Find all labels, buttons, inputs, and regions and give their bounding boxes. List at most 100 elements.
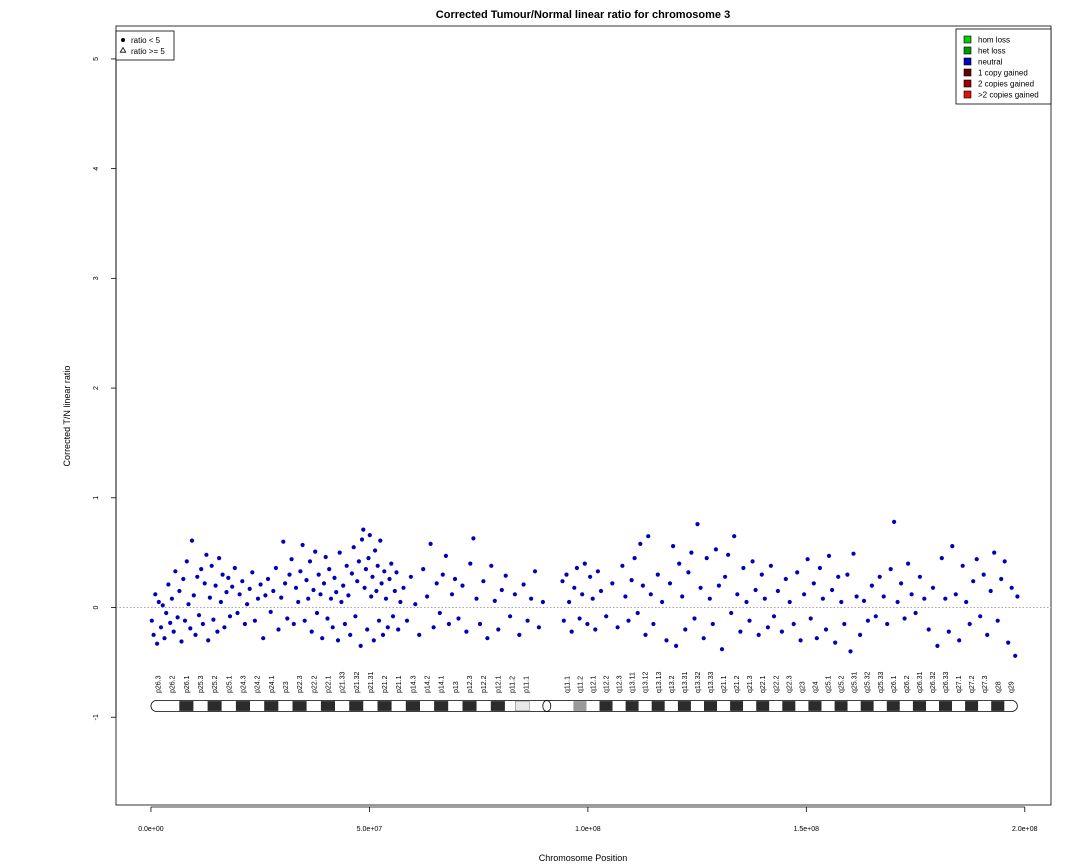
data-point <box>173 569 178 574</box>
cytoband-label: q21.1 <box>721 675 728 693</box>
data-point <box>877 574 882 579</box>
data-point <box>160 603 165 608</box>
data-point <box>595 569 601 574</box>
data-point <box>369 594 374 599</box>
data-point <box>805 557 810 562</box>
data-point <box>309 629 314 634</box>
cytoband-label: p14.3 <box>410 675 417 693</box>
data-point <box>759 572 764 577</box>
data-point <box>408 574 413 579</box>
data-point <box>158 625 164 630</box>
data-point <box>598 588 604 594</box>
cytoband-label: q26.1 <box>891 675 898 693</box>
data-point <box>318 592 323 597</box>
cytoband <box>490 701 505 711</box>
data-point <box>351 545 356 550</box>
data-point <box>355 579 360 584</box>
data-point <box>188 626 193 631</box>
data-point <box>339 599 344 605</box>
data-point <box>179 639 184 644</box>
cytoband-label: p25.3 <box>198 675 205 693</box>
data-point <box>481 579 486 584</box>
data-point <box>992 550 997 555</box>
data-point <box>899 581 904 586</box>
data-point <box>283 581 288 586</box>
data-point <box>692 616 697 621</box>
data-point <box>873 614 878 619</box>
data-point <box>689 550 694 555</box>
cytoband-label: p21.33 <box>340 671 347 693</box>
cytoband <box>677 701 691 711</box>
cytoband <box>434 701 449 711</box>
cytoband-label: p26.2 <box>170 675 177 693</box>
data-point <box>373 548 378 553</box>
data-point <box>738 629 743 634</box>
data-point <box>704 556 709 561</box>
data-point <box>240 579 245 584</box>
cytoband-label: p21.1 <box>396 675 403 693</box>
data-point <box>892 519 897 525</box>
shape-legend-label-0: ratio < 5 <box>131 36 161 45</box>
cytoband <box>405 701 420 711</box>
data-point <box>753 587 758 593</box>
data-point <box>930 585 936 590</box>
data-point <box>747 618 752 623</box>
data-point <box>298 569 303 574</box>
data-point <box>981 572 986 577</box>
cytoband-label: q13.13 <box>656 671 663 693</box>
y-tick-label: 0 <box>93 605 100 609</box>
data-points <box>149 519 1020 658</box>
cytoband <box>625 701 639 711</box>
data-point <box>967 621 972 627</box>
cytoband <box>179 701 194 711</box>
cytoband <box>664 701 678 711</box>
data-point <box>926 627 931 632</box>
data-point <box>213 583 218 588</box>
data-point <box>276 627 281 632</box>
cytoband <box>420 701 435 711</box>
data-point <box>635 610 640 616</box>
data-point <box>314 610 320 616</box>
cytoband-label: q13.31 <box>682 671 689 693</box>
cytoband-label: p22.1 <box>325 675 332 693</box>
data-point <box>468 561 473 566</box>
y-axis: -1 0 1 2 3 4 5 <box>93 57 117 720</box>
cytoband-label: q29 <box>1008 681 1015 693</box>
data-point <box>313 549 318 554</box>
data-point <box>798 638 803 643</box>
data-point <box>149 618 154 623</box>
cytoband-label: p21.31 <box>368 671 375 693</box>
data-point <box>615 625 620 630</box>
cytoband-label: q22.2 <box>773 675 780 693</box>
data-point <box>985 632 990 638</box>
data-point <box>671 544 676 549</box>
data-point <box>263 593 268 598</box>
cytoband-label: p13 <box>453 681 460 693</box>
data-point <box>640 583 646 588</box>
data-point <box>361 527 366 532</box>
shape-legend-label-1: ratio >= 5 <box>131 47 165 56</box>
data-point <box>664 638 669 643</box>
cytoband-label: p24.2 <box>255 675 262 693</box>
cytoband-label: p21.32 <box>354 671 361 693</box>
data-point <box>735 592 740 597</box>
data-point <box>610 581 615 586</box>
data-point <box>680 594 685 599</box>
cytoband <box>847 701 861 711</box>
cytoband-label: q25.2 <box>839 675 846 693</box>
cytoband-label: p25.2 <box>212 675 219 693</box>
data-point <box>588 574 593 579</box>
data-point <box>382 569 387 574</box>
cytoband-label: p24.1 <box>269 675 276 693</box>
data-point <box>311 587 316 593</box>
data-point <box>371 638 376 643</box>
cytoband-label: q12.1 <box>591 675 598 693</box>
data-point <box>957 638 962 643</box>
data-point <box>380 632 386 638</box>
data-point <box>503 573 508 578</box>
data-point <box>265 576 271 582</box>
data-point <box>220 572 225 577</box>
data-point <box>342 621 347 627</box>
cytoband <box>860 701 874 711</box>
cytoband <box>599 701 613 711</box>
